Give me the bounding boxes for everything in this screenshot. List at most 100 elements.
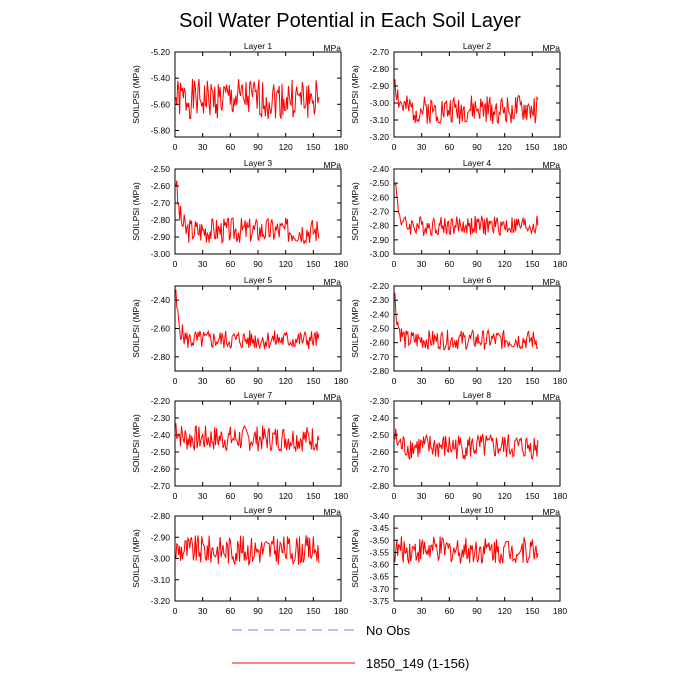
x-tick-label: 60 bbox=[445, 491, 455, 501]
x-tick-label: 180 bbox=[553, 491, 567, 501]
y-tick-label: -2.70 bbox=[370, 207, 390, 217]
legend: No Obs 1850_149 (1-156) bbox=[232, 623, 469, 671]
y-tick-label: -2.50 bbox=[151, 164, 171, 174]
plot-frame-layer-5 bbox=[174, 285, 342, 372]
panel-title: Layer 2 bbox=[463, 41, 492, 51]
panel-title: Layer 9 bbox=[244, 505, 273, 515]
x-tick-label: 0 bbox=[392, 376, 397, 386]
y-axis-label: SOILPSI (MPa) bbox=[350, 65, 360, 124]
x-tick-label: 0 bbox=[392, 259, 397, 269]
y-tick-label: -2.80 bbox=[370, 221, 390, 231]
x-tick-label: 120 bbox=[279, 376, 293, 386]
y-tick-label: -2.90 bbox=[370, 235, 390, 245]
y-tick-label: -2.80 bbox=[370, 64, 390, 74]
y-tick-label: -2.20 bbox=[151, 396, 171, 406]
x-tick-label: 0 bbox=[392, 142, 397, 152]
x-tick-label: 120 bbox=[279, 491, 293, 501]
y-tick-label: -2.50 bbox=[151, 447, 171, 457]
panel-layer-1: 0 30 60 90 120 150 180 -5.80 -5.60 -5.40 -5.20 Laye… bbox=[131, 41, 348, 152]
series-line-layer-1 bbox=[175, 78, 320, 120]
x-tick-label: 60 bbox=[226, 606, 236, 616]
x-tick-label: 60 bbox=[226, 142, 236, 152]
y-tick-label: -2.70 bbox=[370, 464, 390, 474]
y-tick-label: -2.30 bbox=[370, 295, 390, 305]
x-tick-label: 0 bbox=[173, 259, 178, 269]
x-tick-label: 30 bbox=[417, 491, 427, 501]
y-tick-label: -2.40 bbox=[370, 164, 390, 174]
panel-units: MPa bbox=[324, 43, 342, 53]
panel-units: MPa bbox=[543, 277, 561, 287]
x-tick-label: 180 bbox=[334, 606, 348, 616]
x-tick-label: 0 bbox=[392, 606, 397, 616]
x-tick-label: 150 bbox=[306, 606, 320, 616]
x-tick-label: 120 bbox=[498, 606, 512, 616]
panel-units: MPa bbox=[543, 392, 561, 402]
x-tick-label: 90 bbox=[253, 142, 263, 152]
x-tick-label: 150 bbox=[306, 259, 320, 269]
x-tick-label: 120 bbox=[279, 606, 293, 616]
y-tick-label: -5.20 bbox=[151, 47, 171, 57]
y-tick-label: -2.60 bbox=[151, 464, 171, 474]
y-tick-label: -2.90 bbox=[370, 81, 390, 91]
x-tick-label: 120 bbox=[279, 259, 293, 269]
x-tick-label: 90 bbox=[253, 491, 263, 501]
panel-title: Layer 1 bbox=[244, 41, 273, 51]
x-tick-label: 180 bbox=[334, 491, 348, 501]
x-tick-label: 60 bbox=[226, 491, 236, 501]
series-line-layer-2 bbox=[394, 79, 539, 125]
y-tick-label: -5.60 bbox=[151, 99, 171, 109]
x-tick-label: 90 bbox=[472, 491, 482, 501]
y-axis-label: SOILPSI (MPa) bbox=[350, 529, 360, 588]
panel-layer-10: 0 30 60 90 120 150 180 -3.75 -3.70 -3.65 -3.60 -3.5… bbox=[350, 505, 567, 616]
y-tick-label: -2.90 bbox=[151, 232, 171, 242]
legend-label-run: 1850_149 (1-156) bbox=[366, 656, 469, 671]
x-tick-label: 90 bbox=[472, 142, 482, 152]
x-tick-label: 120 bbox=[498, 491, 512, 501]
panel-units: MPa bbox=[543, 43, 561, 53]
y-tick-label: -3.70 bbox=[370, 584, 390, 594]
series-line-layer-7 bbox=[175, 423, 320, 453]
x-tick-label: 0 bbox=[392, 491, 397, 501]
y-axis-label: SOILPSI (MPa) bbox=[350, 414, 360, 473]
x-tick-label: 150 bbox=[306, 376, 320, 386]
x-tick-label: 120 bbox=[498, 376, 512, 386]
y-tick-label: -2.40 bbox=[151, 295, 171, 305]
x-tick-label: 120 bbox=[279, 142, 293, 152]
plot-frame-layer-6 bbox=[393, 285, 561, 372]
x-tick-label: 30 bbox=[417, 142, 427, 152]
y-tick-label: -2.60 bbox=[151, 181, 171, 191]
x-tick-label: 30 bbox=[417, 376, 427, 386]
panel-layer-8: 0 30 60 90 120 150 180 -2.80 -2.70 -2.60 -2.50 -2.4… bbox=[350, 390, 567, 501]
y-tick-label: -2.30 bbox=[151, 413, 171, 423]
y-tick-label: -2.50 bbox=[370, 430, 390, 440]
x-tick-label: 30 bbox=[417, 259, 427, 269]
x-tick-label: 150 bbox=[306, 491, 320, 501]
series-line-layer-8 bbox=[394, 428, 539, 460]
x-tick-label: 90 bbox=[253, 259, 263, 269]
panel-units: MPa bbox=[324, 392, 342, 402]
x-tick-label: 150 bbox=[525, 491, 539, 501]
legend-label-no-obs: No Obs bbox=[366, 623, 411, 638]
panel-units: MPa bbox=[543, 507, 561, 517]
x-tick-label: 90 bbox=[472, 259, 482, 269]
panel-units: MPa bbox=[324, 507, 342, 517]
panel-title: Layer 7 bbox=[244, 390, 273, 400]
y-tick-label: -3.20 bbox=[370, 132, 390, 142]
x-tick-label: 90 bbox=[472, 606, 482, 616]
panel-units: MPa bbox=[324, 277, 342, 287]
y-tick-label: -3.00 bbox=[370, 249, 390, 259]
x-tick-label: 30 bbox=[198, 606, 208, 616]
y-tick-label: -2.30 bbox=[370, 396, 390, 406]
y-tick-label: -2.80 bbox=[151, 215, 171, 225]
y-tick-label: -2.90 bbox=[151, 532, 171, 542]
x-tick-label: 60 bbox=[226, 259, 236, 269]
panel-units: MPa bbox=[324, 160, 342, 170]
panels: 0 30 60 90 120 150 180 -5.80 -5.60 -5.40 -5.20 Laye… bbox=[131, 41, 567, 616]
y-tick-label: -5.40 bbox=[151, 73, 171, 83]
y-axis-label: SOILPSI (MPa) bbox=[131, 299, 141, 358]
x-tick-label: 60 bbox=[445, 142, 455, 152]
y-axis-label: SOILPSI (MPa) bbox=[131, 414, 141, 473]
x-tick-label: 180 bbox=[553, 142, 567, 152]
y-tick-label: -2.80 bbox=[151, 352, 171, 362]
x-tick-label: 0 bbox=[173, 491, 178, 501]
